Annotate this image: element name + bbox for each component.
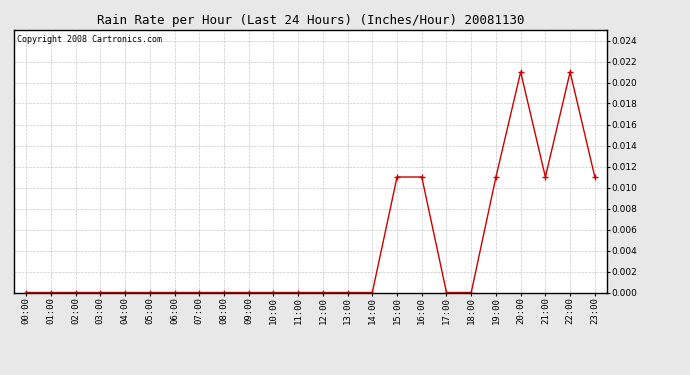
Title: Rain Rate per Hour (Last 24 Hours) (Inches/Hour) 20081130: Rain Rate per Hour (Last 24 Hours) (Inch…: [97, 15, 524, 27]
Text: Copyright 2008 Cartronics.com: Copyright 2008 Cartronics.com: [17, 35, 161, 44]
